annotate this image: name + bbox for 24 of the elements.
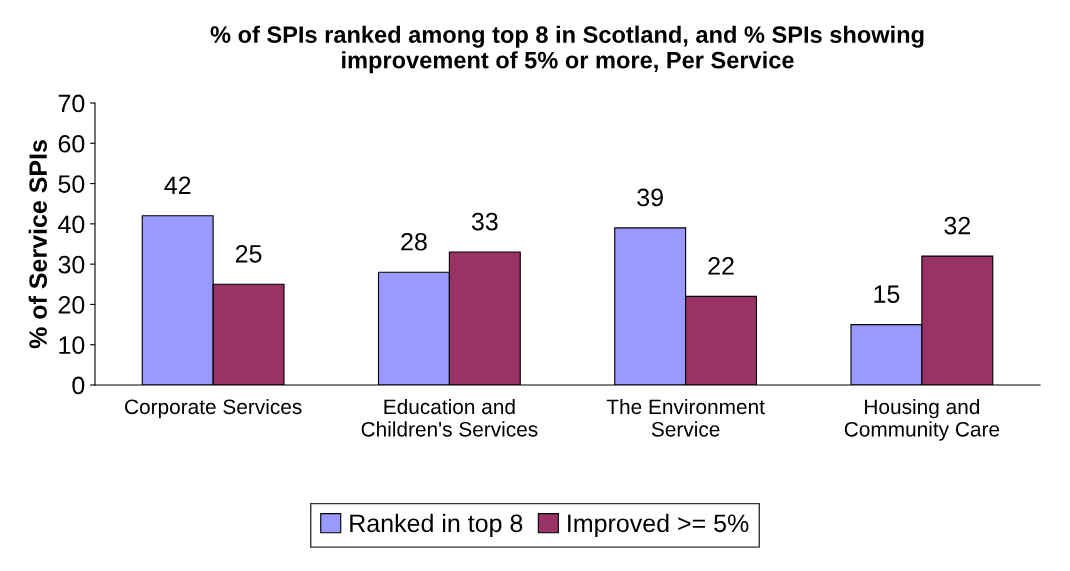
x-tick-label: Education and Children's Services [361, 398, 538, 437]
data-label: 22 [708, 257, 734, 275]
x-tick-label: Housing and Community Care [844, 398, 1000, 441]
data-label: 42 [164, 176, 191, 194]
data-label: 32 [944, 216, 970, 235]
data-label: 15 [874, 285, 900, 303]
y-tick-label: 50 [58, 175, 85, 193]
data-label: 39 [637, 188, 663, 207]
data-label: 28 [401, 232, 427, 251]
y-tick-label: 30 [58, 255, 85, 274]
data-label: 25 [235, 244, 262, 263]
y-tick-label: 40 [58, 215, 85, 234]
y-tick-label: 60 [58, 134, 85, 153]
legend-label: Ranked in top 8 [350, 513, 523, 538]
data-label: 33 [471, 212, 498, 231]
chart-title: % of SPIs ranked among top 8 in Scotland, and % SPIs showing improvement of 5% or more, Per Service [210, 25, 924, 74]
y-tick-label: 0 [72, 376, 85, 395]
legend-label: Improved >= 5% [568, 513, 749, 538]
y-tick-label: 20 [58, 296, 85, 314]
y-axis-title: % of Service SPIs [28, 140, 47, 349]
x-tick-label: The Environment Service [606, 398, 765, 437]
y-tick-label: 70 [58, 94, 85, 113]
x-tick-label: Corporate Services [125, 398, 302, 419]
y-tick-label: 10 [59, 336, 85, 355]
